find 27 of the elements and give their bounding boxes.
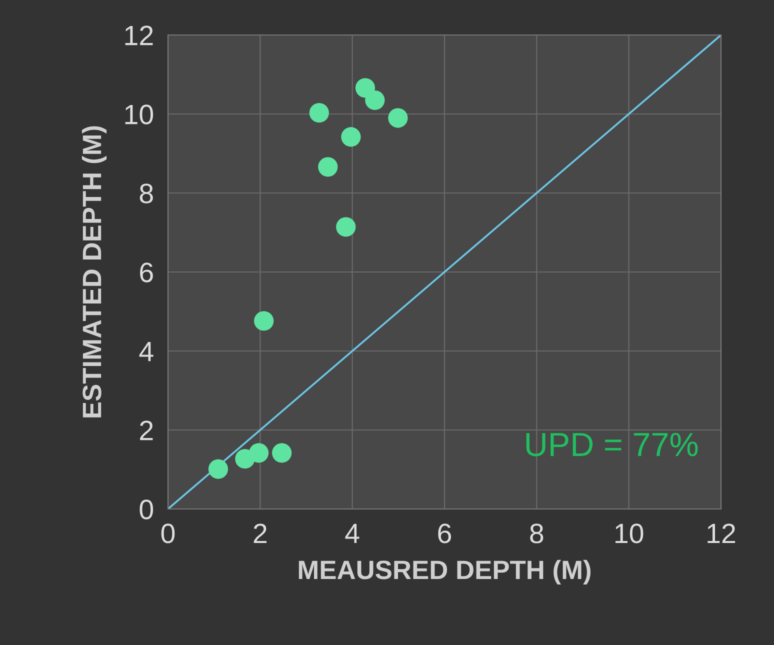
x-tick-label: 2 (254, 524, 266, 544)
x-tick-label: 10 (616, 524, 644, 544)
point (341, 127, 361, 147)
point (272, 443, 292, 463)
x-tick-label: 6 (438, 524, 452, 544)
x-tick-label: 8 (530, 524, 544, 544)
x-tick-label: 4 (345, 524, 360, 544)
point (248, 443, 269, 463)
x-axis-title: MEAUSRED DEPTH (M) (298, 560, 591, 584)
y-tick-label: 12 (125, 26, 153, 46)
x-tick-label: 12 (708, 524, 736, 544)
y-tick-label: 6 (140, 262, 153, 282)
y-tick-label: 0 (140, 500, 154, 520)
y-tick-label: 4 (139, 342, 154, 362)
point (336, 217, 356, 237)
y-tick-label: 2 (140, 420, 153, 440)
point (254, 311, 274, 331)
y-tick-label: 10 (125, 104, 154, 124)
y-axis-title: ESTIMATED DEPTH (M) (82, 126, 107, 418)
annotation: UPD = 77% (526, 432, 698, 456)
point (309, 102, 329, 123)
y-tick-label: 8 (140, 184, 153, 204)
x-tick-label: 0 (161, 524, 175, 544)
point (318, 157, 338, 177)
point (208, 459, 228, 479)
point (388, 108, 408, 128)
point (365, 90, 385, 110)
